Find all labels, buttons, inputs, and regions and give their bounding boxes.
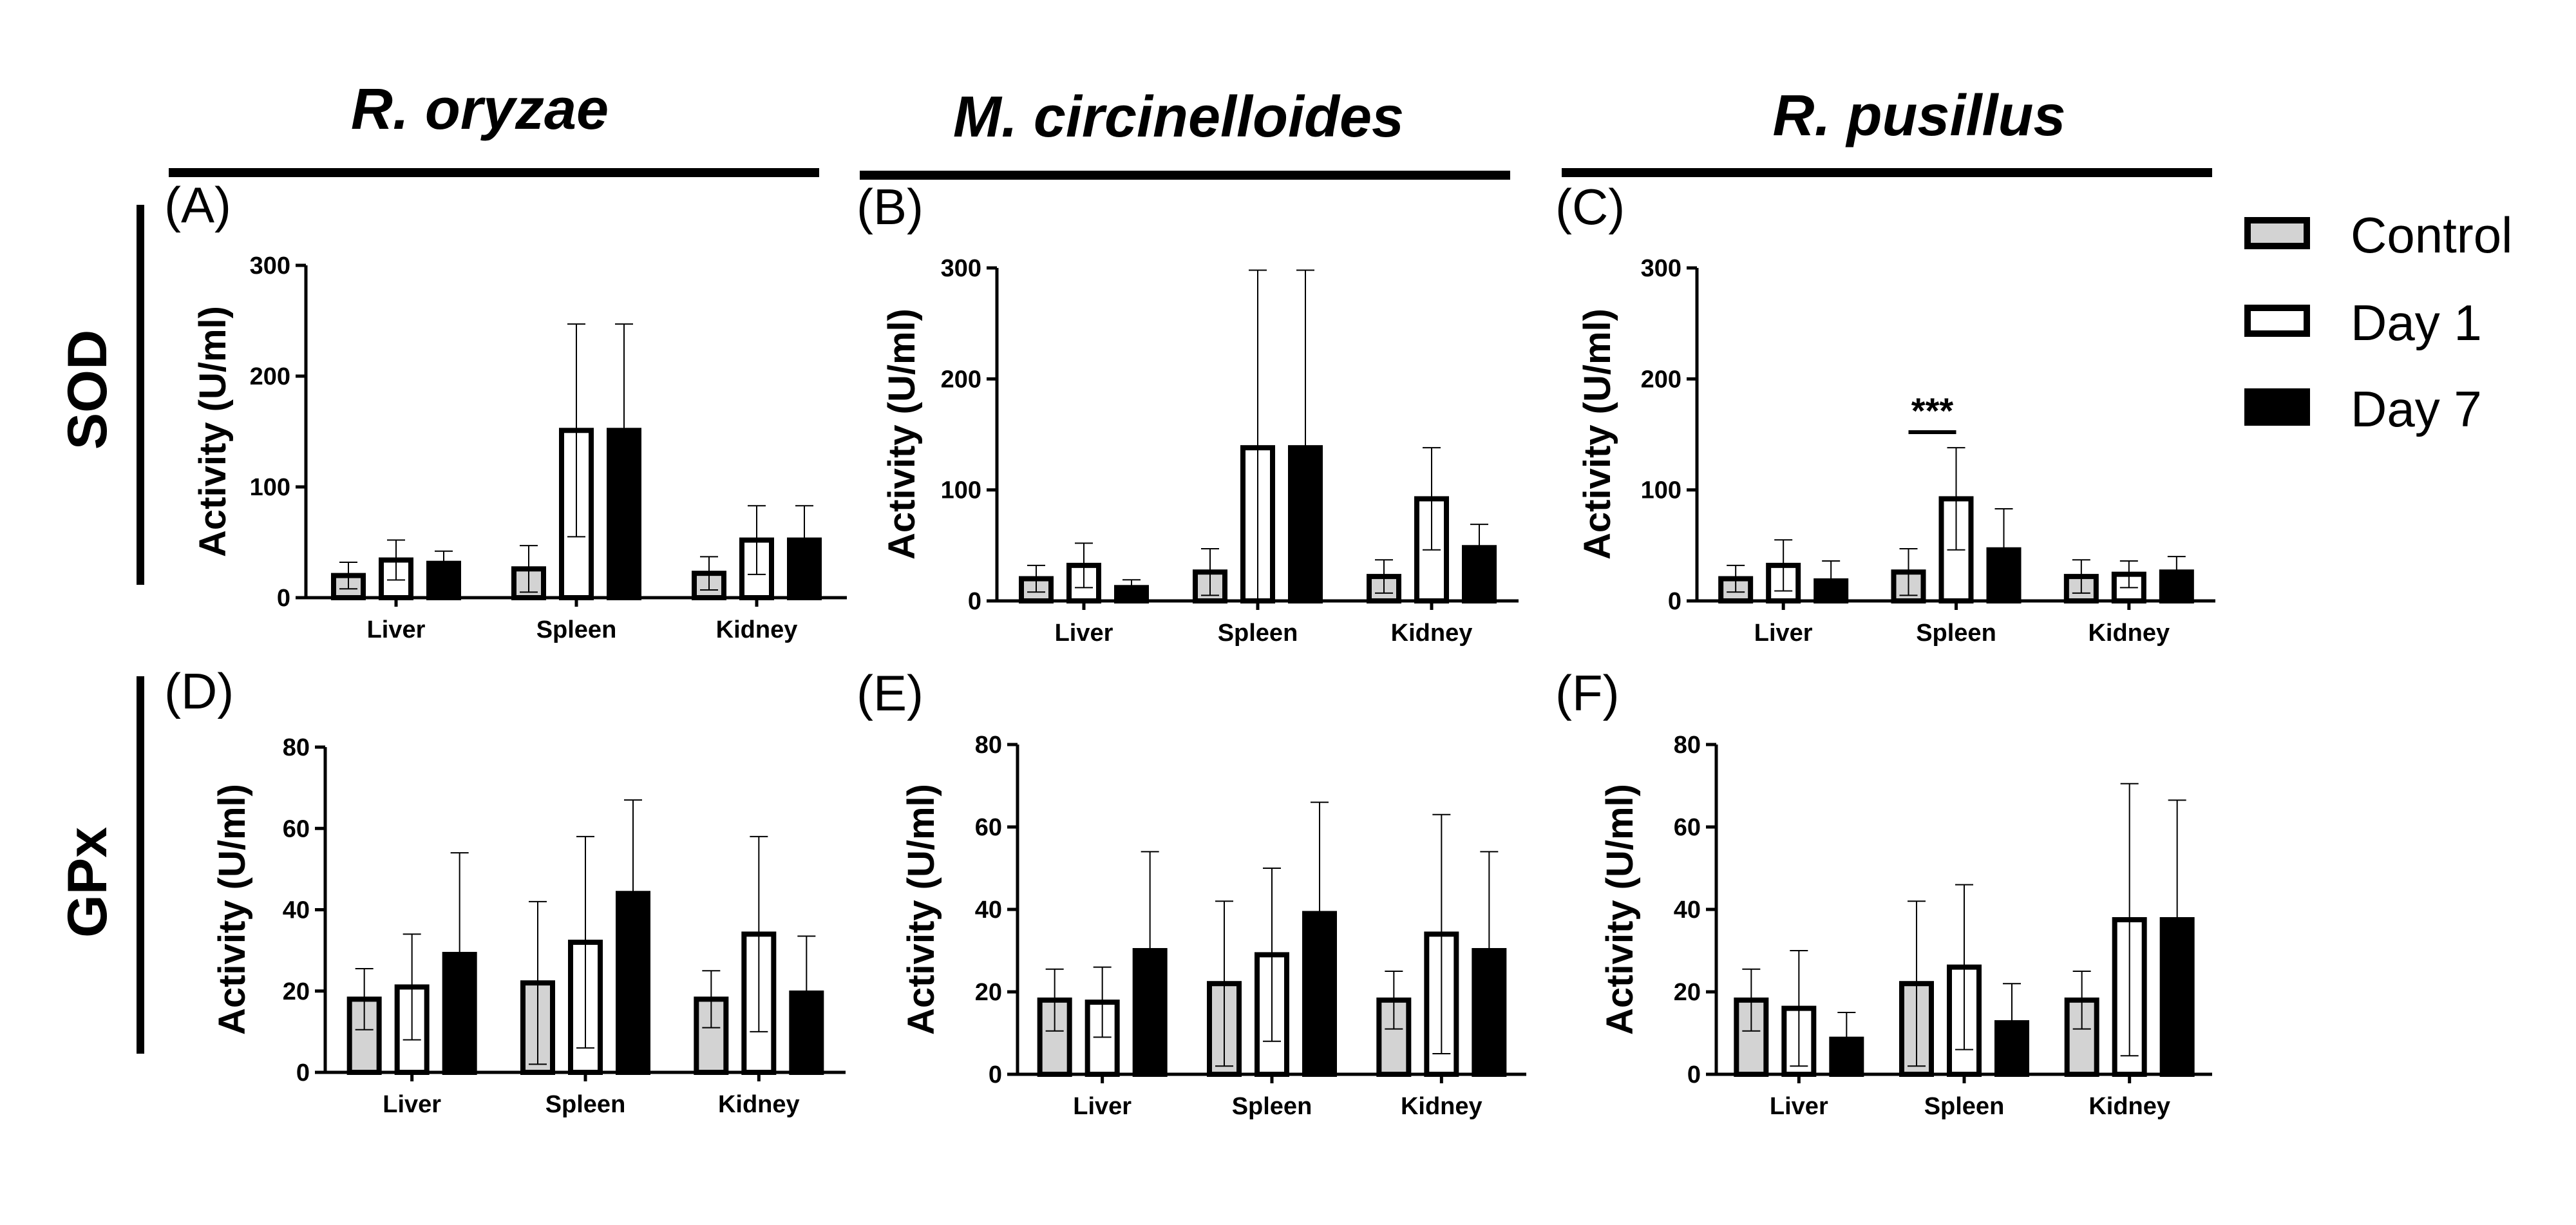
panel-b: (B) Activity (U/ml) 0 100 200 300 Liver Spleen K… [857,178,1519,647]
x-tick-label-b: Liver [1055,620,1113,647]
panel-d: (D) Activity (U/ml) 0 20 40 60 80 Liver Spleen Ki… [164,663,846,1118]
x-tick-label-d: Spleen [545,1091,626,1118]
x-tick-label-f: Liver [1770,1093,1828,1120]
x-tick-label-c: Kidney [2088,620,2170,647]
panel-label-d: (D) [164,663,234,719]
panel-a: (A) Activity (U/ml) 0 100 200 300 Liver Spleen K… [164,176,847,643]
column-header-m-circinelloides: M. circinelloides [953,85,1404,149]
row-label-gpx: GPx [57,827,118,938]
x-tick-label-a: Liver [367,616,426,643]
y-tick-label-f: 60 [1674,814,1701,841]
y-axis-label-c: Activity (U/ml) [1577,309,1618,560]
panel-label-a: (A) [164,176,231,233]
y-tick-label-e: 60 [975,814,1002,841]
x-tick-label-d: Liver [383,1091,441,1118]
x-tick-label-e: Kidney [1401,1093,1482,1120]
y-tick-label-f: 20 [1674,979,1701,1006]
x-tick-label-a: Kidney [716,616,798,643]
y-tick-label-c: 200 [1641,366,1681,393]
panel-label-e: (E) [857,665,923,721]
legend-swatch-day1 [2248,308,2307,334]
y-tick-label-f: 40 [1674,897,1701,924]
significance-marker-c: *** [1911,390,1954,431]
y-tick-label-a: 100 [250,474,290,501]
x-tick-label-e: Spleen [1232,1093,1312,1120]
y-axis-label-f: Activity (U/ml) [1599,784,1641,1035]
y-tick-label-b: 0 [968,588,981,615]
x-tick-label-c: Spleen [1916,620,1996,647]
legend: Control Day 1 Day 7 [2248,207,2512,437]
column-header-r-pusillus: R. pusillus [1772,84,2065,148]
y-tick-label-d: 40 [283,897,310,924]
x-tick-label-b: Spleen [1218,620,1298,647]
row-labels: SOD GPx [57,205,140,1054]
column-headers: R. oryzae M. circinelloides R. pusillus [169,77,2212,175]
y-tick-label-c: 300 [1641,255,1681,282]
y-tick-label-b: 100 [941,477,981,504]
y-axis-label-a: Activity (U/ml) [192,306,234,557]
row-label-sod: SOD [57,330,118,450]
legend-label-day1: Day 1 [2351,294,2482,351]
y-tick-label-f: 80 [1674,732,1701,759]
column-header-r-oryzae: R. oryzae [351,77,609,142]
legend-label-control: Control [2351,207,2512,263]
y-tick-label-b: 300 [941,255,981,282]
y-tick-label-e: 40 [975,897,1002,924]
y-tick-label-d: 60 [283,815,310,842]
figure-canvas: R. oryzae M. circinelloides R. pusillus … [0,0,2576,1225]
y-tick-label-d: 20 [283,978,310,1005]
panel-c: (C) Activity (U/ml) 0 100 200 300 Liver Spleen K… [1555,178,2215,647]
x-tick-label-f: Spleen [1924,1093,2005,1120]
y-tick-label-a: 200 [250,363,290,390]
legend-swatch-day7 [2248,392,2307,423]
y-tick-label-c: 100 [1641,477,1681,504]
x-tick-label-d: Kidney [718,1091,800,1118]
y-tick-label-e: 20 [975,979,1002,1006]
x-tick-label-e: Liver [1073,1093,1132,1120]
x-tick-label-c: Liver [1754,620,1813,647]
y-tick-label-d: 0 [296,1059,310,1087]
y-tick-label-b: 200 [941,366,981,393]
y-tick-label-a: 300 [250,252,290,280]
y-tick-label-d: 80 [283,734,310,761]
x-tick-label-f: Kidney [2088,1093,2170,1120]
y-axis-label-b: Activity (U/ml) [881,309,923,560]
x-tick-label-b: Kidney [1391,620,1473,647]
panel-label-b: (B) [857,178,923,235]
panel-label-c: (C) [1555,178,1625,235]
x-tick-label-a: Spleen [536,616,617,643]
panel-e: (E) Activity (U/ml) 0 20 40 60 80 Liver Spleen Ki… [857,665,1526,1120]
y-axis-label-e: Activity (U/ml) [900,784,942,1035]
legend-swatch-control [2248,220,2307,246]
panel-label-f: (F) [1555,665,1620,721]
y-tick-label-c: 0 [1668,588,1681,615]
y-tick-label-e: 80 [975,732,1002,759]
y-tick-label-a: 0 [277,585,290,612]
panel-f: (F) Activity (U/ml) 0 20 40 60 80 Liver Spleen Ki… [1555,665,2212,1120]
y-axis-label-d: Activity (U/ml) [211,784,253,1035]
y-tick-label-e: 0 [989,1061,1002,1088]
legend-label-day7: Day 7 [2351,381,2482,437]
y-tick-label-f: 0 [1687,1061,1701,1088]
